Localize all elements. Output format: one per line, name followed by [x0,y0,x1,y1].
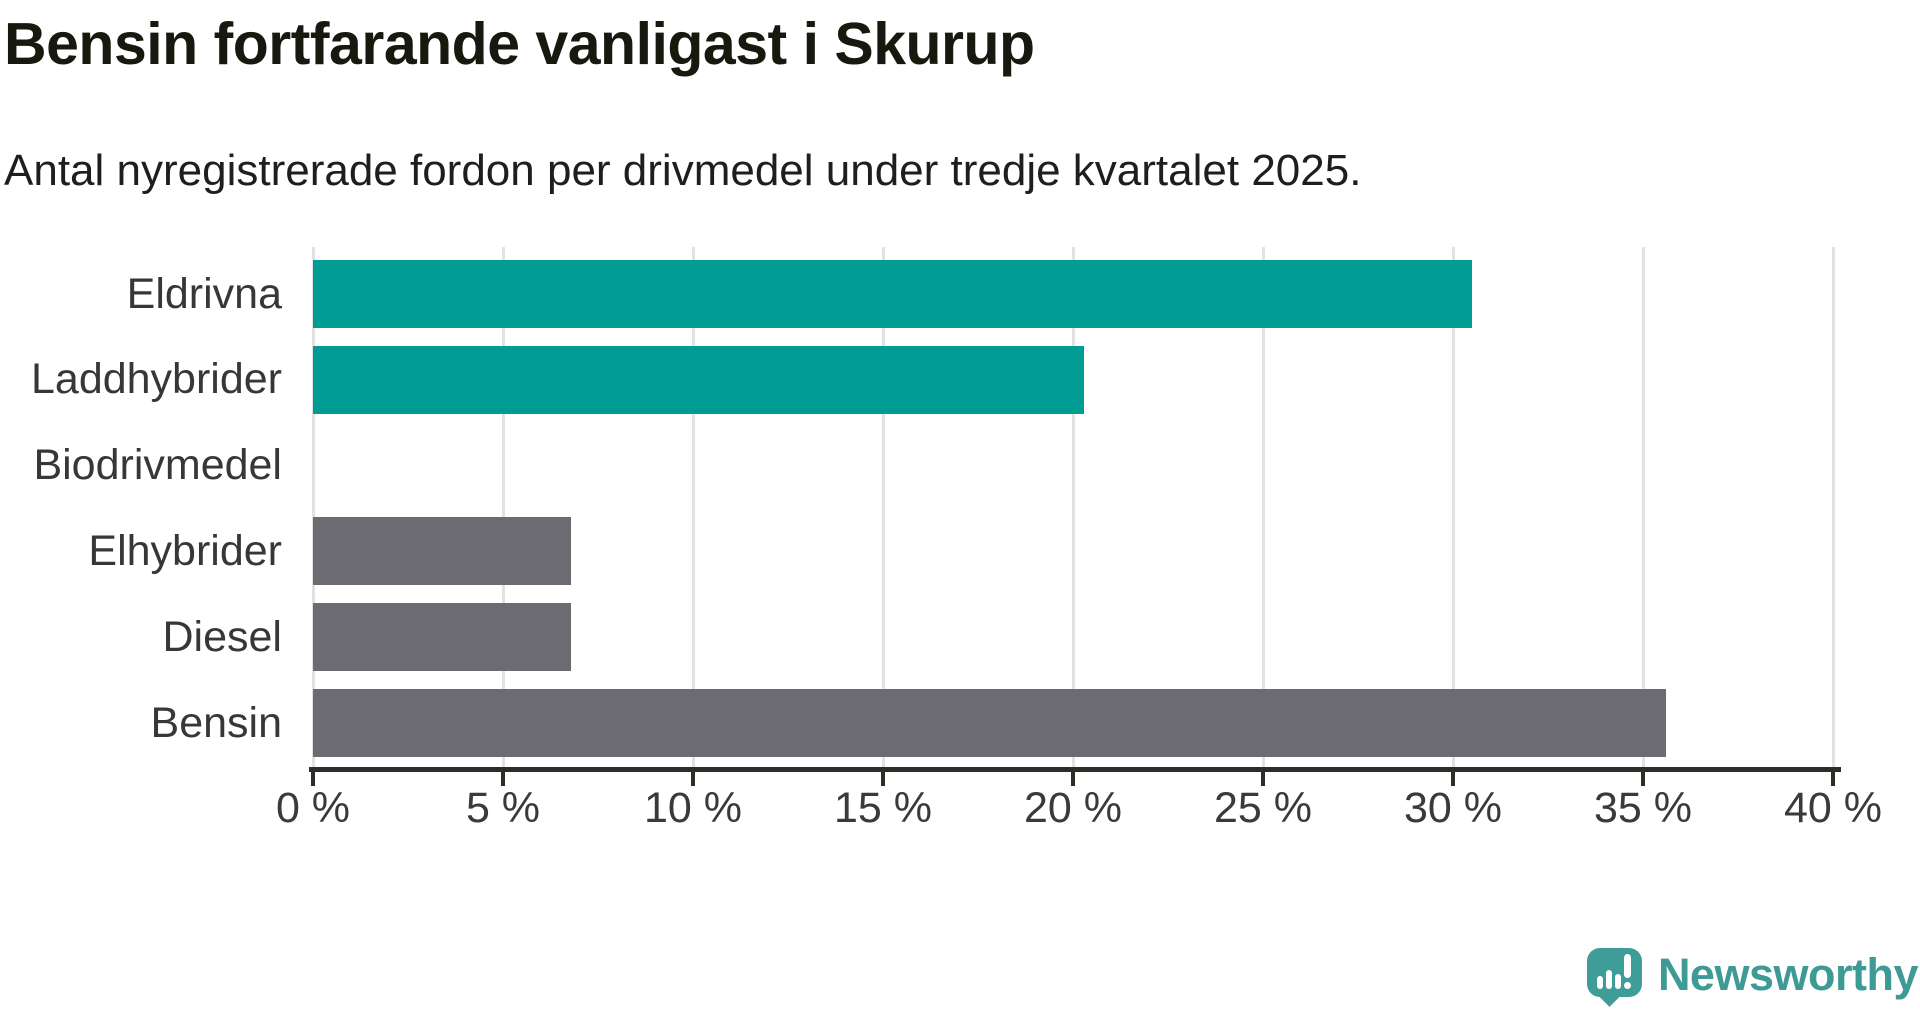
x-tick-0 [311,772,315,786]
gridline-10 [691,247,695,767]
x-tick-30 [1451,772,1455,786]
x-tick-10 [691,772,695,786]
gridline-35 [1641,247,1645,767]
x-tick-20 [1071,772,1075,786]
bar-laddhybrider [313,345,1085,414]
category-label-elhybrider: Elhybrider [88,526,282,575]
gridline-0 [311,247,315,767]
x-axis-line [309,767,1841,772]
x-tick-label-5: 5 % [465,784,541,832]
x-tick-label-25: 25 % [1213,784,1312,832]
plot-area [311,247,1840,767]
page-title: Bensin fortfarande vanligast i Skurup [4,11,1035,77]
x-tick-35 [1641,772,1645,786]
newsworthy-logo: Newsworthy [1586,942,1919,1008]
x-tick-5 [501,772,505,786]
logo-exclamation-icon [1623,954,1631,978]
logo-bar-icon [1614,974,1621,989]
bar-bensin [313,689,1666,757]
gridline-40 [1831,247,1835,767]
logo-bar-icon [1605,970,1612,989]
gridline-15 [881,247,885,767]
category-label-diesel: Diesel [162,612,283,661]
x-tick-label-35: 35 % [1593,784,1692,832]
category-label-bensin: Bensin [150,698,282,747]
gridline-25 [1261,247,1265,767]
gridline-20 [1071,247,1075,767]
category-label-biodrivmedel: Biodrivmedel [33,441,282,490]
x-tick-label-30: 30 % [1403,784,1502,832]
category-label-eldrivna: Eldrivna [126,269,282,318]
gridline-30 [1451,247,1455,767]
x-tick-label-15: 15 % [833,784,932,832]
x-tick-label-0: 0 % [275,784,351,832]
y-axis-category-labels: Eldrivna Laddhybrider Biodrivmedel Elhybrid… [0,247,313,767]
x-tick-40 [1831,772,1835,786]
logo-exclamation-dot-icon [1623,982,1631,989]
page-subtitle: Antal nyregistrerade fordon per drivmede… [4,146,1362,195]
logo-bar-icon [1596,976,1603,989]
x-tick-25 [1261,772,1265,786]
x-tick-label-10: 10 % [643,784,742,832]
newsworthy-speech-bubble-chart-icon [1586,944,1642,1007]
newsworthy-logo-text: Newsworthy [1657,949,1919,1000]
x-tick-label-40: 40 % [1783,784,1882,832]
x-tick-label-20: 20 % [1023,784,1122,832]
category-label-laddhybrider: Laddhybrider [30,355,282,404]
x-tick-15 [881,772,885,786]
bar-diesel [313,603,572,672]
gridline-5 [501,247,505,767]
bar-eldrivna [313,260,1472,328]
bar-elhybrider [313,517,572,586]
